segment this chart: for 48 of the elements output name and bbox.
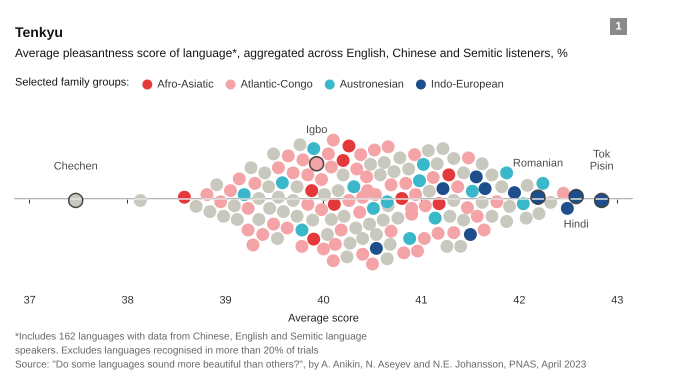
text: *Includes 162 languages with data from Chinese, English and Semitic language speakers. Excludes languages recognised in more than 20% of trials xyxy=(15,332,370,356)
point xyxy=(436,182,450,196)
legend-label: Afro-Asiatic xyxy=(157,78,214,90)
x-tick-label: 41 xyxy=(415,294,428,306)
x-tick-label: 39 xyxy=(219,294,232,306)
annotation: Hindi xyxy=(564,218,589,230)
x-tick-label: 37 xyxy=(24,294,36,306)
point xyxy=(470,170,483,184)
point xyxy=(276,176,289,190)
legend-label: Austronesian xyxy=(340,78,404,90)
point xyxy=(305,184,318,198)
point xyxy=(464,228,477,242)
point xyxy=(342,140,356,153)
legend-label: Indo-European xyxy=(430,78,504,90)
chart-title: Tenkyu xyxy=(15,24,63,40)
point xyxy=(536,176,550,190)
point xyxy=(428,212,442,225)
x-tick-label: 42 xyxy=(513,294,526,306)
point xyxy=(295,223,308,236)
point xyxy=(370,242,383,255)
point xyxy=(328,198,341,211)
point xyxy=(442,168,456,182)
point xyxy=(336,154,350,167)
x-tick-label: 38 xyxy=(122,294,134,306)
chart-subtitle: Average pleasantness score of language*, aggregated across English, Chinese and Semitic listeners, % xyxy=(15,46,568,60)
annotation: Tok Pisin xyxy=(590,148,614,173)
legend-title: Selected family groups: xyxy=(15,76,130,88)
annotation: Romanian xyxy=(512,157,564,170)
x-tick-label: 43 xyxy=(611,294,624,306)
point xyxy=(366,202,380,215)
point xyxy=(508,186,521,200)
point xyxy=(500,166,514,180)
point xyxy=(560,202,574,215)
text: 1 xyxy=(615,20,622,32)
point xyxy=(416,158,430,171)
annotation: Igbo xyxy=(306,124,328,136)
legend-label: Atlantic-Congo xyxy=(240,78,313,90)
annotation: Chechen xyxy=(54,160,98,173)
x-axis-title: Average score xyxy=(288,312,359,324)
point xyxy=(307,232,320,246)
point xyxy=(307,142,320,156)
point xyxy=(466,184,479,198)
x-tick-label: 40 xyxy=(317,294,330,306)
source-note: Source: "Do some languages sound more beautiful than others?", by A. Anikin, N. Aseyev and N.E. Johansson, PNAS, April 2023 xyxy=(15,360,587,370)
point xyxy=(412,174,426,188)
point xyxy=(347,180,360,194)
point xyxy=(478,182,492,196)
point xyxy=(403,232,416,245)
